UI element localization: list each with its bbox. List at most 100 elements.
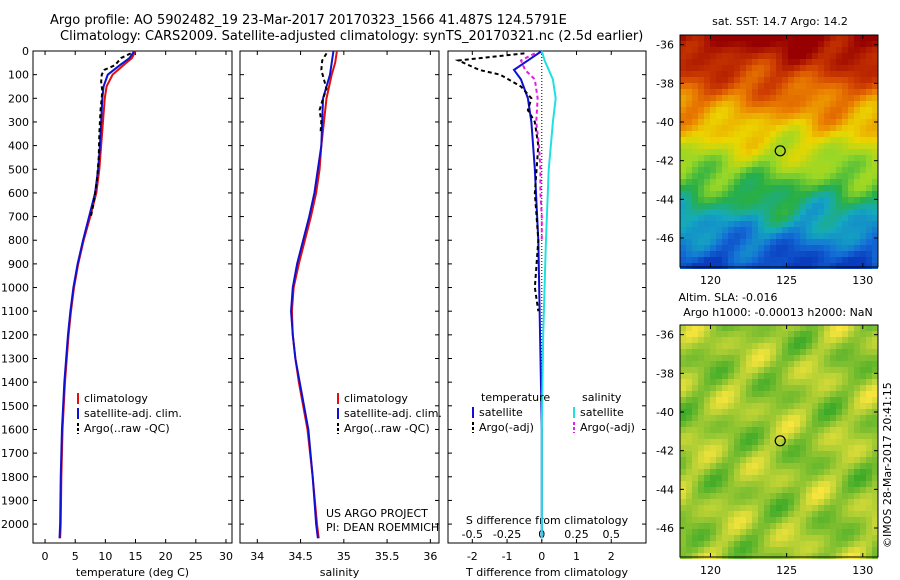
legend-salinity-heading: salinity [582,391,622,404]
legend-sdiff-satellite-label: satellite [580,406,624,419]
map-y-tick-label: -44 [656,483,674,496]
series-satellite-temp [58,50,136,539]
series-sdiff-satellite [540,50,557,539]
map-x-tick-label: 120 [700,564,721,577]
map-y-tick-label: -44 [656,193,674,206]
legend-argo-sal-label: Argo(..raw -QC) [344,422,430,435]
series-sdiff-argo [519,52,543,241]
map-y-tick-label: -46 [656,522,674,535]
s-diff-tick-label: 0.25 [564,528,589,541]
series-tdiff-satellite [512,50,543,539]
map-x-tick-label: 120 [700,274,721,287]
y-tick-label: 900 [8,258,29,271]
map-x-tick-label: 125 [776,274,797,287]
x-tick-label: 20 [159,550,173,563]
x-tick-label: 34 [250,550,264,563]
map-y-tick-label: -38 [656,77,674,90]
s-diff-tick-label: -0.25 [493,528,521,541]
argo-location-marker-0 [774,145,786,157]
s-diff-tick-label: 0.5 [603,528,621,541]
map-y-tick-label: -36 [656,329,674,342]
figure-title-line2: Climatology: CARS2009. Satellite-adjuste… [60,29,644,44]
x-tick-label: 0 [42,550,49,563]
x-tick-label: 35 [337,550,351,563]
series-climatology-temp [59,50,137,539]
legend-argo-temp-label: Argo(..raw -QC) [84,422,170,435]
legend-climatology-sal-label: climatology [344,392,408,405]
y-tick-label: 1200 [1,329,29,342]
x-tick-label: 5 [72,550,79,563]
series-tdiff-argo [454,52,540,312]
annotation-project: US ARGO PROJECT [326,507,428,520]
s-diff-axis-label: S difference from climatology [466,514,629,527]
y-tick-label: 1100 [1,305,29,318]
x-tick-label: 2 [608,550,615,563]
y-tick-label: 600 [8,187,29,200]
map-y-tick-label: -46 [656,232,674,245]
map-y-tick-label: -40 [656,406,674,419]
y-tick-label: 1600 [1,423,29,436]
map-y-tick-label: -38 [656,367,674,380]
x-tick-label: 35.5 [375,550,400,563]
y-tick-label: 700 [8,211,29,224]
map-heatmap-0 [680,35,878,269]
x-tick-label: 10 [98,550,112,563]
x-axis-label: T difference from climatology [465,566,628,579]
legend-sdiff-argo-label: Argo(-adj) [580,421,635,434]
map-x-tick-label: 130 [852,274,873,287]
map-heatmap-1 [680,325,878,559]
y-tick-label: 300 [8,116,29,129]
map-y-tick-label: -36 [656,39,674,52]
series-climatology-sal [290,50,338,539]
y-tick-label: 400 [8,140,29,153]
argo-location-marker-1 [774,435,786,447]
x-tick-label: -1 [502,550,513,563]
legend-temperature-heading: temperature [481,391,550,404]
imos-stamp: ©IMOS 28-Mar-2017 20:41:15 [881,382,894,548]
s-diff-tick-label: 0 [538,528,545,541]
map-frame-1 [679,324,879,558]
x-tick-label: 1 [573,550,580,563]
series-argo-temp [89,52,132,217]
y-tick-label: 1500 [1,400,29,413]
map-y-tick-label: -40 [656,116,674,129]
map-x-tick-label: 125 [776,564,797,577]
y-tick-label: 1800 [1,471,29,484]
profile-panel-frame-1 [239,50,440,544]
annotation-pi: PI: DEAN ROEMMICH [326,521,439,534]
y-tick-label: 1900 [1,494,29,507]
x-tick-label: 15 [129,550,143,563]
x-tick-label: -2 [467,550,478,563]
y-tick-label: 2000 [1,518,29,531]
sla-map-title: Altim. SLA: -0.016 [678,291,777,304]
x-tick-label: 25 [189,550,203,563]
legend-climatology-temp-label: climatology [84,392,148,405]
figure-title-line1: Argo profile: AO 5902482_19 23-Mar-2017 … [50,13,567,28]
sst-map-title: sat. SST: 14.7 Argo: 14.2 [712,15,848,28]
series-satellite-sal [290,50,335,539]
profile-panel-frame-2 [447,50,647,544]
map-y-tick-label: -42 [656,445,674,458]
y-tick-label: 200 [8,92,29,105]
series-argo-sal [318,52,328,134]
x-tick-label: 30 [219,550,233,563]
s-diff-tick-label: -0.5 [462,528,483,541]
y-tick-label: 500 [8,163,29,176]
y-tick-label: 1700 [1,447,29,460]
x-axis-label: temperature (deg C) [76,566,189,579]
legend-tdiff-satellite-label: satellite [479,406,523,419]
legend-satellite-temp-label: satellite-adj. clim. [84,407,182,420]
map-y-tick-label: -42 [656,155,674,168]
legend-satellite-sal-label: satellite-adj. clim. [344,407,442,420]
x-axis-label: salinity [320,566,360,579]
profile-panel-frame-0 [32,50,233,544]
y-tick-label: 0 [22,45,29,58]
y-tick-label: 1000 [1,282,29,295]
legend-tdiff-argo-label: Argo(-adj) [479,421,534,434]
y-tick-label: 1400 [1,376,29,389]
map-frame-0 [679,34,879,268]
x-tick-label: 34.5 [288,550,313,563]
sla-map-subtitle: Argo h1000: -0.00013 h2000: NaN [683,306,873,319]
y-tick-label: 1300 [1,353,29,366]
